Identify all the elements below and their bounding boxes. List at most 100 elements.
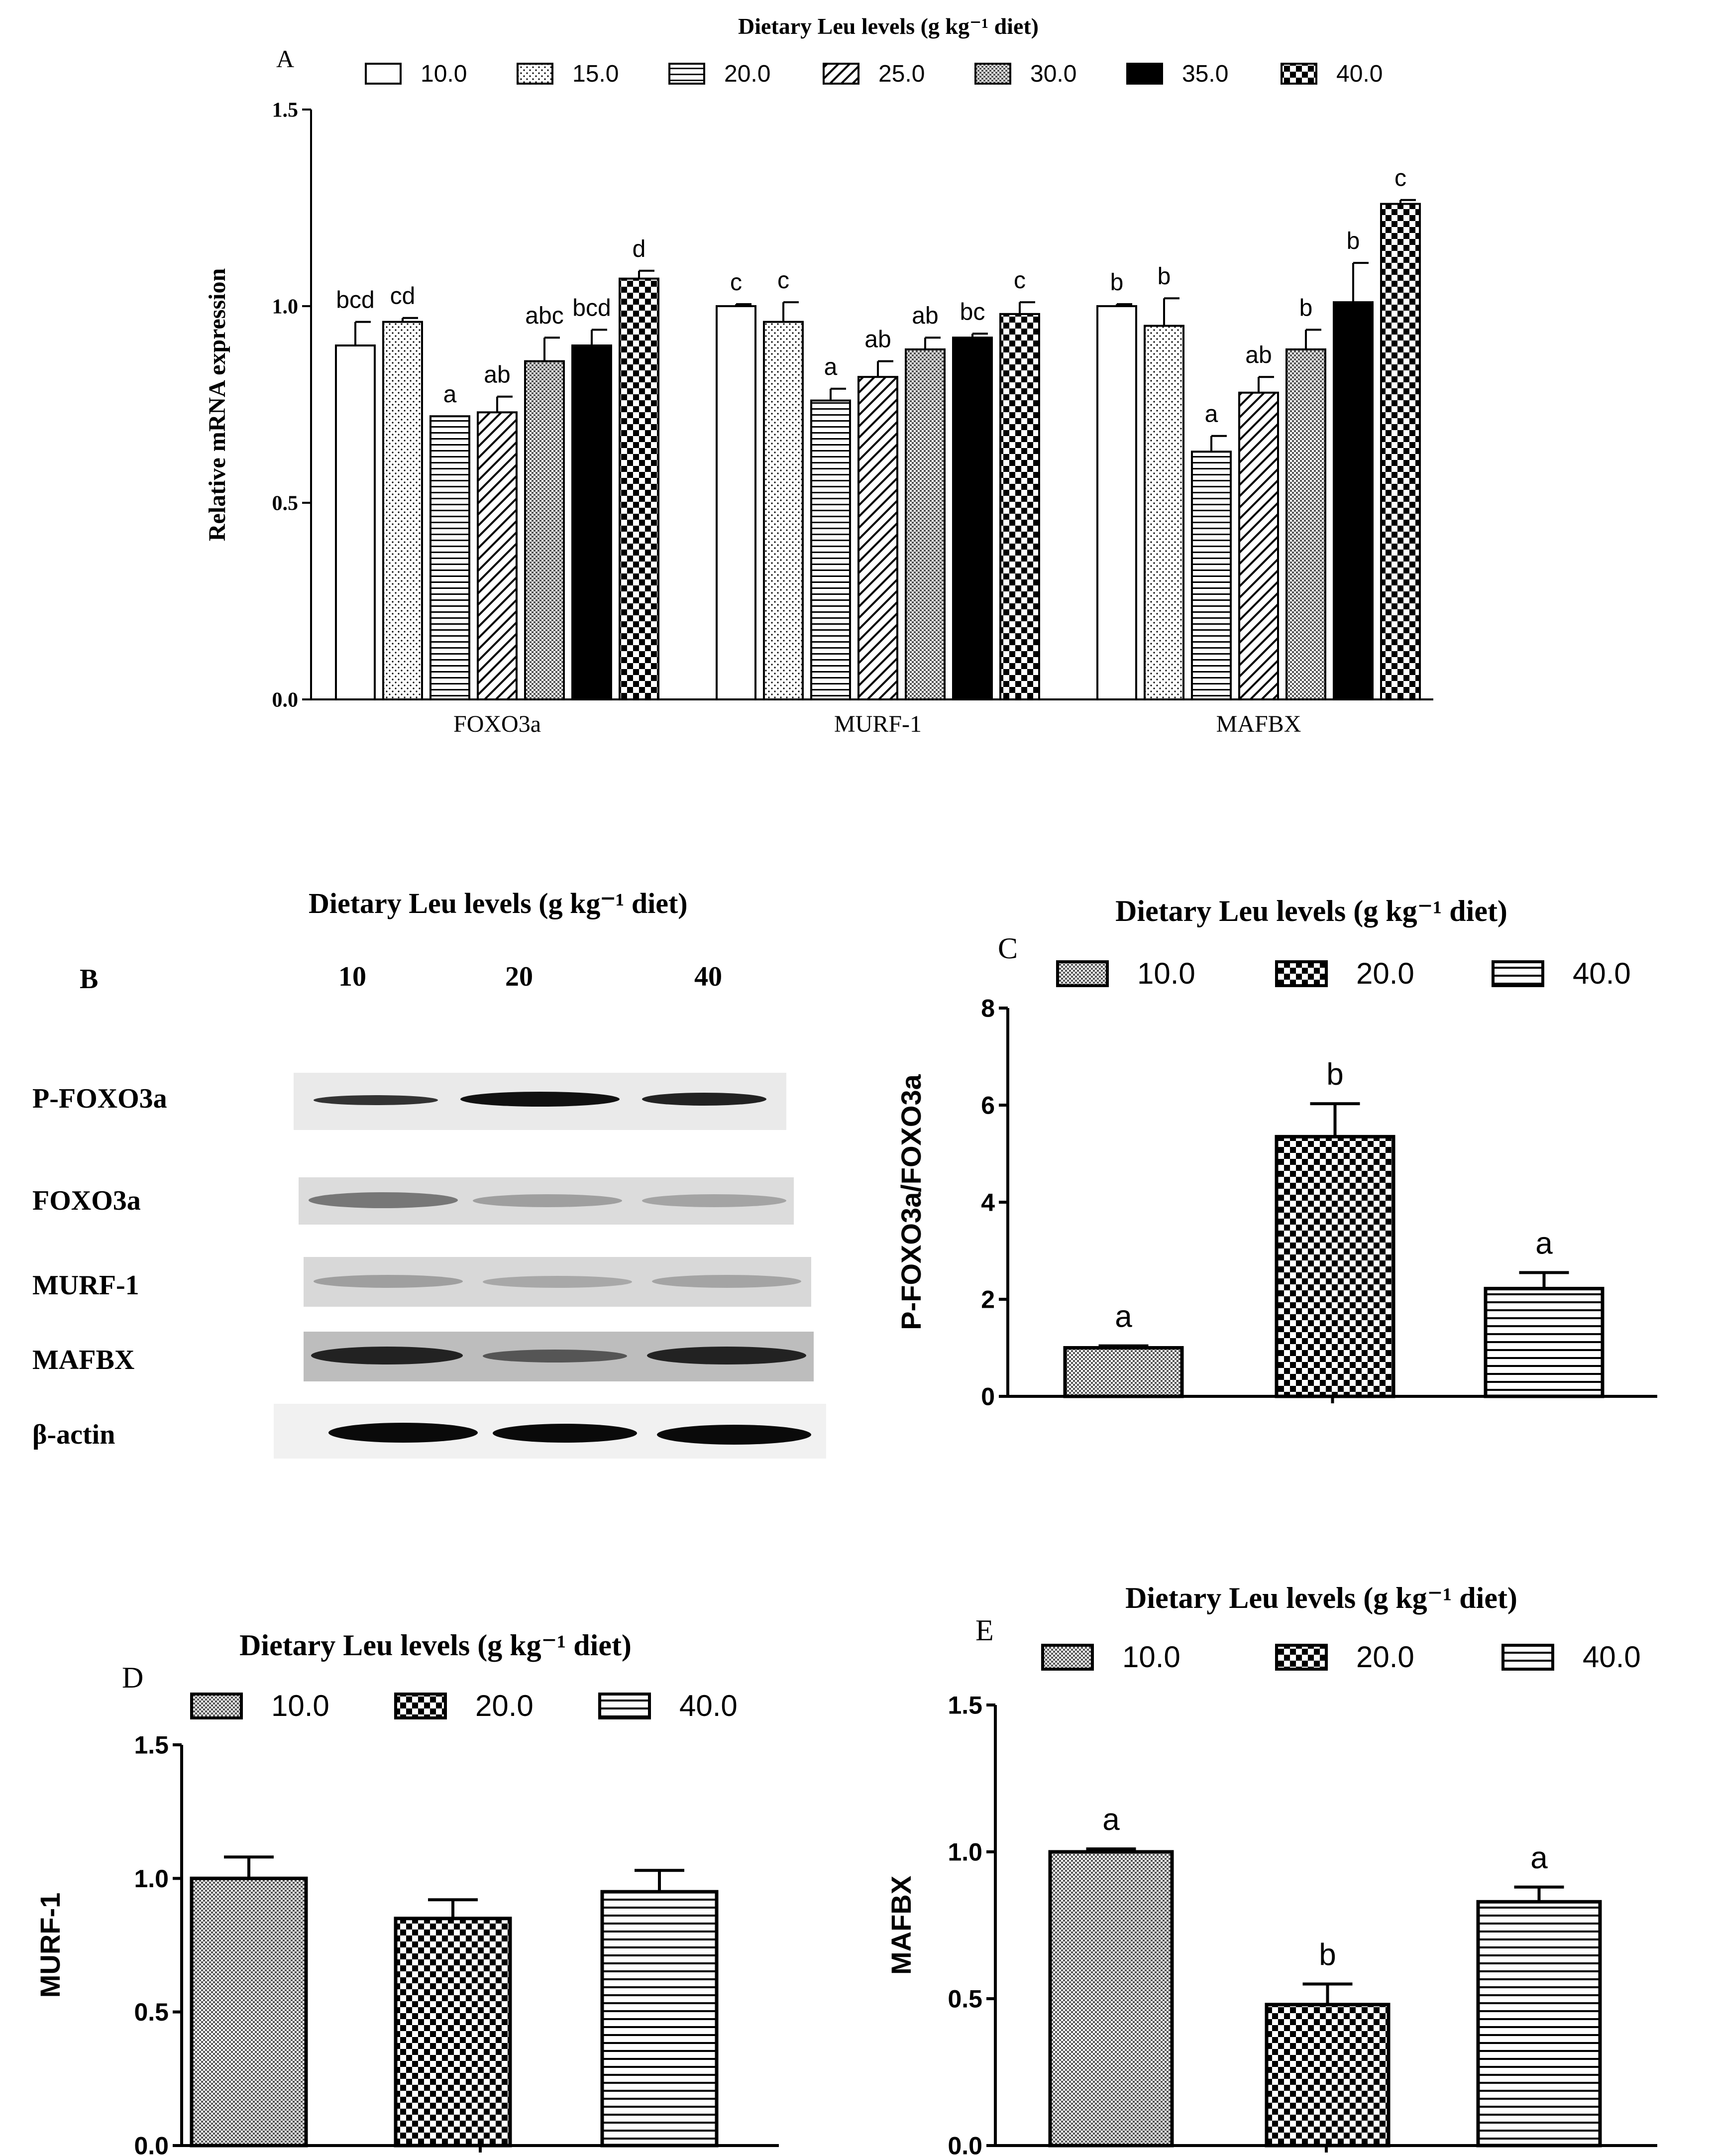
y-tick-label: 8 — [981, 995, 995, 1022]
legend-swatch — [1056, 960, 1109, 987]
bar — [524, 360, 565, 700]
bar — [1048, 1850, 1174, 2148]
legend-label: 10.0 — [271, 1689, 329, 1722]
band — [493, 1424, 637, 1443]
significance-letter: cd — [390, 283, 416, 310]
legend-swatch — [1126, 63, 1163, 85]
panel-label-e: E — [975, 1614, 994, 1647]
legend-swatch — [1501, 1644, 1554, 1671]
legend-swatch — [1281, 63, 1317, 85]
lane-label-10: 10 — [338, 961, 366, 992]
y-tick-label: 0.5 — [272, 492, 299, 515]
significance-letter: ab — [864, 327, 891, 353]
band — [642, 1093, 766, 1106]
band — [314, 1095, 438, 1105]
bar — [1380, 203, 1421, 701]
bar — [571, 344, 612, 700]
blot-strip-foxo3a — [299, 1177, 794, 1225]
significance-letter: c — [1394, 165, 1406, 192]
bar — [1285, 348, 1326, 700]
band — [311, 1347, 463, 1364]
legend-swatch — [668, 63, 705, 85]
bar — [335, 344, 376, 700]
band — [657, 1425, 811, 1445]
panel-label-b: B — [80, 964, 99, 995]
legend-swatch — [974, 63, 1011, 85]
significance-letter: ab — [484, 362, 510, 388]
y-tick-label: 0 — [981, 1383, 995, 1411]
y-axis-label: Relative mRNA expression — [204, 268, 230, 541]
y-tick-label: 0.0 — [134, 2132, 169, 2156]
band — [309, 1192, 458, 1208]
chart-a-title: Dietary Leu levels (g kg⁻¹ diet) — [738, 13, 1039, 39]
y-tick-label: 1.0 — [948, 1838, 982, 1866]
lane-label-20: 20 — [505, 961, 533, 992]
bar — [394, 1917, 512, 2148]
blot-strip-mafbx — [304, 1332, 814, 1381]
bar — [382, 321, 423, 700]
significance-letter: b — [1319, 1938, 1336, 1972]
y-tick-label: 4 — [981, 1189, 995, 1217]
bar — [1144, 325, 1184, 700]
band — [328, 1423, 478, 1443]
legend-label: 40.0 — [679, 1689, 738, 1722]
blot-label-foxo3a: FOXO3a — [32, 1185, 141, 1216]
band — [483, 1276, 632, 1288]
chart-c-title: Dietary Leu levels (g kg⁻¹ diet) — [1115, 895, 1507, 927]
bar — [999, 313, 1040, 700]
legend-swatch — [517, 63, 553, 85]
significance-letter: b — [1158, 263, 1171, 290]
chart-d-title: Dietary Leu levels (g kg⁻¹ diet) — [239, 1629, 632, 1662]
significance-letter: c — [730, 269, 742, 296]
x-category-label: MURF-1 — [834, 711, 922, 737]
significance-letter: abc — [525, 303, 563, 329]
bar — [190, 1876, 308, 2148]
blot-label-p-foxo3a: P-FOXO3a — [32, 1083, 167, 1114]
significance-letter: b — [1299, 295, 1313, 321]
bar — [952, 337, 993, 700]
bar — [1275, 1135, 1395, 1398]
bar — [1476, 1900, 1602, 2148]
bar — [1191, 451, 1232, 700]
legend-label: 25.0 — [878, 61, 925, 87]
bar — [1063, 1346, 1184, 1398]
bar — [763, 321, 804, 700]
band — [647, 1347, 806, 1364]
blot-strip-p-foxo3a — [294, 1073, 786, 1130]
chart-a: Dietary Leu levels (g kg⁻¹ diet) A 10.0 15.… — [204, 13, 1433, 737]
legend-swatch — [1275, 960, 1328, 987]
bar — [810, 399, 851, 700]
blot-label-beta-actin: β-actin — [32, 1419, 115, 1450]
chart-c: Dietary Leu levels (g kg⁻¹ diet) C 10.0 20.… — [895, 895, 1657, 1411]
band — [473, 1194, 622, 1207]
legend-label: 20.0 — [475, 1689, 534, 1722]
y-tick-label: 6 — [981, 1092, 995, 1120]
bar — [1096, 305, 1137, 700]
bar — [857, 376, 898, 700]
y-tick-label: 1.5 — [134, 1731, 169, 1759]
significance-letter: a — [1205, 401, 1218, 428]
bar — [1265, 2003, 1391, 2148]
bar — [905, 348, 946, 700]
legend-label: 40.0 — [1336, 61, 1383, 87]
legend-label: 15.0 — [572, 61, 619, 87]
y-tick-label: 0.5 — [134, 1998, 169, 2026]
significance-letter: d — [633, 236, 646, 262]
bar — [477, 411, 518, 700]
legend-swatch — [394, 1693, 447, 1719]
bar — [1333, 301, 1374, 700]
blot-label-mafbx: MAFBX — [32, 1345, 135, 1375]
y-tick-label: 1.0 — [134, 1865, 169, 1893]
legend-label: 10.0 — [1122, 1640, 1180, 1674]
significance-letter: c — [1014, 267, 1026, 294]
band — [314, 1275, 463, 1288]
blot-strip-murf-1 — [304, 1257, 811, 1307]
western-blot-panel: Dietary Leu levels (g kg⁻¹ diet) B 10 20… — [20, 886, 826, 1483]
y-tick-label: 0.5 — [948, 1985, 982, 2013]
bar — [619, 277, 659, 700]
y-axis-label: MURF-1 — [34, 1893, 66, 1998]
y-axis-label: P-FOXO3a/FOXO3a — [895, 1074, 927, 1330]
band — [642, 1194, 786, 1207]
y-tick-label: 1.5 — [948, 1692, 982, 1719]
significance-letter: bc — [960, 299, 985, 325]
